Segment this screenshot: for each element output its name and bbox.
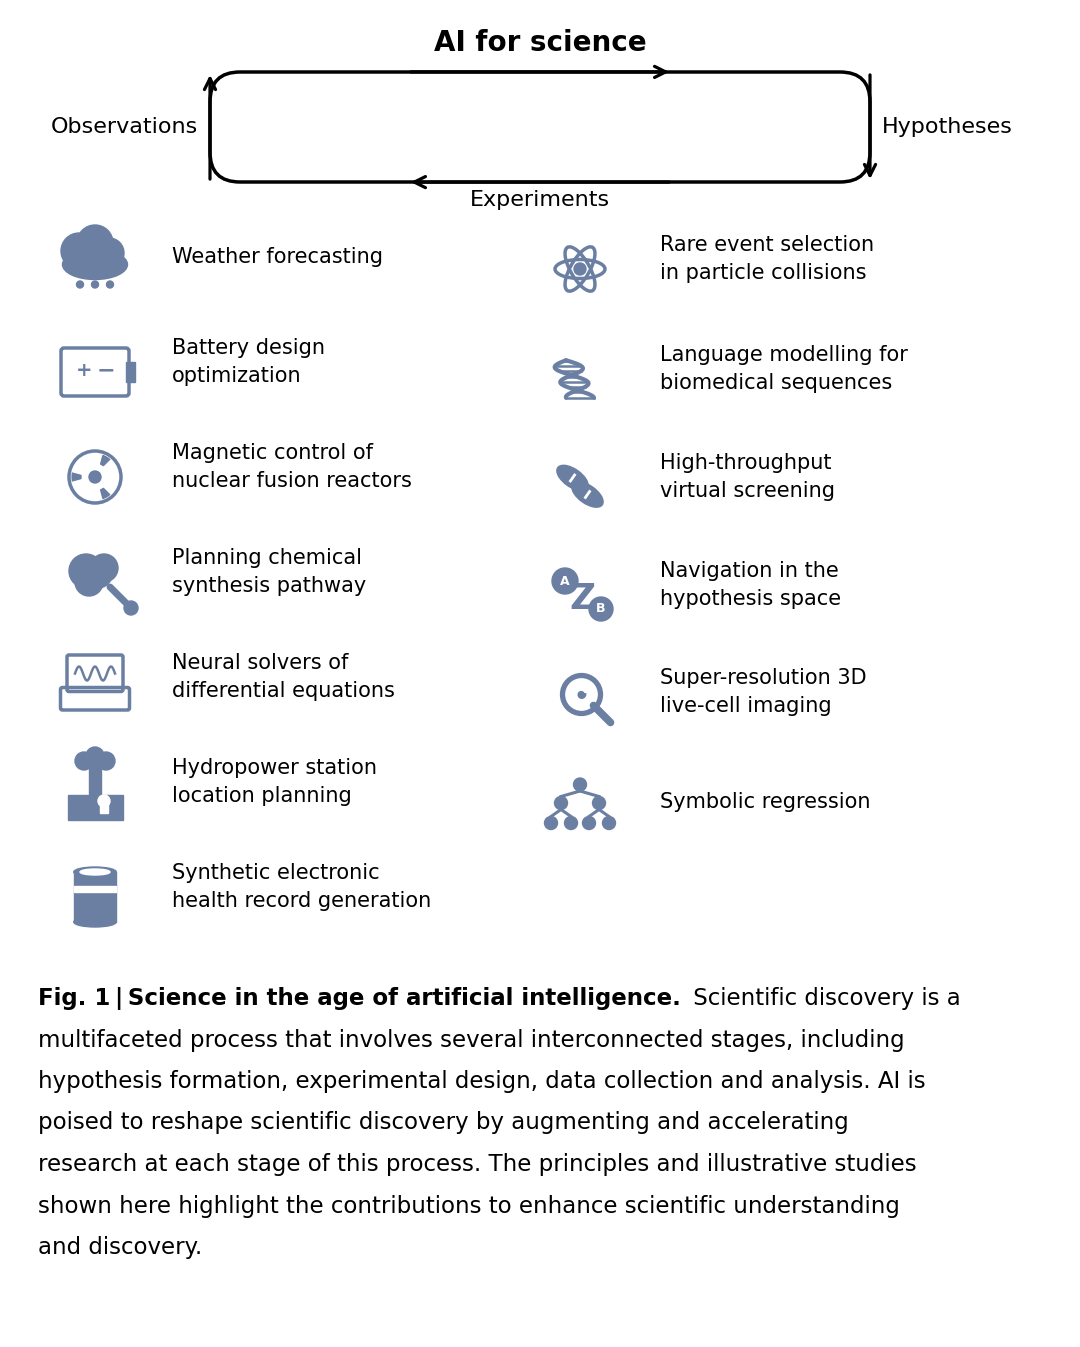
Text: B: B <box>596 602 606 616</box>
Wedge shape <box>70 470 83 484</box>
Ellipse shape <box>82 560 112 589</box>
Text: Planning chemical
synthesis pathway: Planning chemical synthesis pathway <box>172 548 366 597</box>
Circle shape <box>544 816 557 830</box>
Text: Battery design
optimization: Battery design optimization <box>172 338 325 387</box>
Circle shape <box>582 816 595 830</box>
Circle shape <box>552 568 578 594</box>
Circle shape <box>124 601 138 616</box>
Text: Neural solvers of
differential equations: Neural solvers of differential equations <box>172 652 395 702</box>
Bar <box>126 362 135 383</box>
Text: Language modelling for
biomedical sequences: Language modelling for biomedical sequen… <box>660 345 908 393</box>
Circle shape <box>75 568 103 595</box>
Ellipse shape <box>73 917 117 927</box>
Text: High-throughput
virtual screening: High-throughput virtual screening <box>660 453 835 501</box>
Text: Symbolic regression: Symbolic regression <box>660 792 870 812</box>
Circle shape <box>77 225 113 261</box>
Text: poised to reshape scientific discovery by augmenting and accelerating: poised to reshape scientific discovery b… <box>38 1111 849 1134</box>
Ellipse shape <box>80 869 110 876</box>
Text: and discovery.: and discovery. <box>38 1237 202 1259</box>
Bar <box>73 872 117 921</box>
Text: Scientific discovery is a: Scientific discovery is a <box>686 987 960 1010</box>
Circle shape <box>603 816 616 830</box>
Text: Magnetic control of
nuclear fusion reactors: Magnetic control of nuclear fusion react… <box>172 443 411 492</box>
Text: Rare event selection
in particle collisions: Rare event selection in particle collisi… <box>660 234 874 283</box>
Circle shape <box>573 779 586 791</box>
Text: AI for science: AI for science <box>434 30 646 57</box>
Text: Observations: Observations <box>51 117 198 137</box>
Circle shape <box>589 597 613 621</box>
Text: Synthetic electronic
health record generation: Synthetic electronic health record gener… <box>172 862 431 912</box>
Bar <box>100 801 108 814</box>
Text: A: A <box>561 575 570 587</box>
Text: Super-resolution 3D
live-cell imaging: Super-resolution 3D live-cell imaging <box>660 668 866 717</box>
Text: multifaceted process that involves several interconnected stages, including: multifaceted process that involves sever… <box>38 1029 905 1052</box>
Bar <box>67 795 122 819</box>
Circle shape <box>107 282 113 288</box>
Bar <box>73 886 117 892</box>
Wedge shape <box>98 485 112 501</box>
Text: Fig. 1 | Science in the age of artificial intelligence.: Fig. 1 | Science in the age of artificia… <box>38 987 680 1010</box>
Text: +: + <box>76 361 92 380</box>
Text: Weather forecasting: Weather forecasting <box>172 247 383 267</box>
Circle shape <box>98 795 110 807</box>
Circle shape <box>554 796 567 810</box>
Circle shape <box>593 796 606 810</box>
Circle shape <box>90 554 118 582</box>
Text: shown here highlight the contributions to enhance scientific understanding: shown here highlight the contributions t… <box>38 1195 900 1218</box>
Circle shape <box>77 282 83 288</box>
Circle shape <box>89 471 102 484</box>
Circle shape <box>97 752 114 770</box>
Text: Hydropower station
location planning: Hydropower station location planning <box>172 757 377 807</box>
Ellipse shape <box>557 465 589 490</box>
Circle shape <box>75 752 93 770</box>
Ellipse shape <box>63 249 127 279</box>
Text: −: − <box>97 360 116 380</box>
Circle shape <box>86 748 104 765</box>
Text: hypothesis formation, experimental design, data collection and analysis. AI is: hypothesis formation, experimental desig… <box>38 1070 926 1092</box>
Text: Hypotheses: Hypotheses <box>882 117 1013 137</box>
Circle shape <box>565 816 578 830</box>
Circle shape <box>92 282 98 288</box>
Text: Experiments: Experiments <box>470 190 610 210</box>
Circle shape <box>94 238 124 268</box>
Bar <box>89 761 102 795</box>
Wedge shape <box>98 453 112 469</box>
Text: Z: Z <box>569 582 596 616</box>
Ellipse shape <box>73 867 117 877</box>
Ellipse shape <box>572 482 603 508</box>
Circle shape <box>69 554 103 589</box>
Text: research at each stage of this process. The principles and illustrative studies: research at each stage of this process. … <box>38 1153 917 1176</box>
Text: Navigation in the
hypothesis space: Navigation in the hypothesis space <box>660 560 841 609</box>
Circle shape <box>60 233 97 269</box>
Circle shape <box>573 263 586 275</box>
